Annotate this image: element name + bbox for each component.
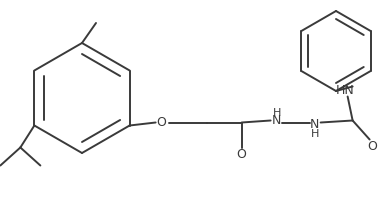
- Text: HN: HN: [335, 84, 354, 97]
- Text: N: N: [310, 118, 319, 131]
- Text: O: O: [368, 140, 378, 153]
- Text: H: H: [272, 108, 281, 117]
- Text: O: O: [237, 148, 246, 161]
- Text: N: N: [272, 114, 281, 127]
- Text: H: H: [310, 129, 319, 138]
- Text: O: O: [157, 116, 166, 129]
